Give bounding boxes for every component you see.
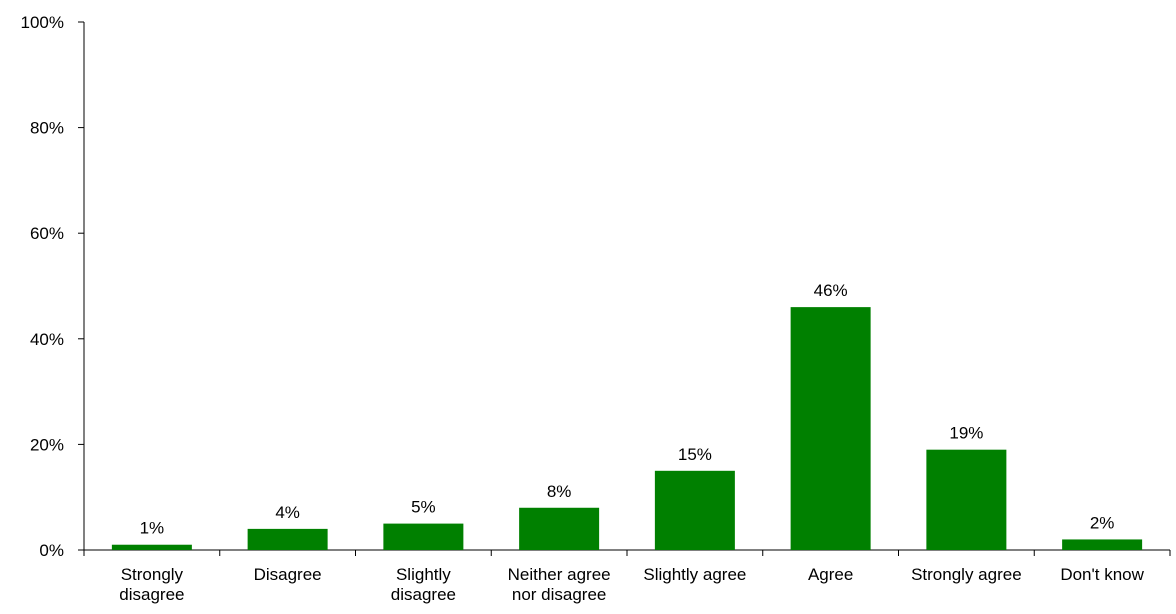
x-tick-label: Slightly agree: [643, 565, 746, 584]
data-label: 5%: [411, 498, 436, 517]
bar: [654, 470, 735, 550]
y-tick-label: 20%: [30, 435, 64, 454]
bar: [111, 544, 192, 550]
bar: [383, 523, 464, 550]
x-tick-label: Strongly disagree: [119, 565, 184, 604]
x-tick-label: Slightly disagree: [391, 565, 456, 604]
data-labels: 1% 4% 5% 8% 15% 46% 19% 2%: [140, 281, 1115, 538]
y-tick-label: 60%: [30, 224, 64, 243]
data-label: 19%: [949, 424, 983, 443]
y-axis: 0% 20% 40% 60% 80% 100%: [21, 13, 85, 560]
y-tick-label: 100%: [21, 13, 64, 32]
x-tick-label: Disagree: [254, 565, 322, 584]
data-label: 4%: [275, 503, 300, 522]
x-tick-label: Don't know: [1060, 565, 1144, 584]
data-label: 15%: [678, 445, 712, 464]
x-tick-label: Strongly agree: [911, 565, 1022, 584]
y-tick-label: 0%: [39, 541, 64, 560]
bar: [790, 307, 871, 550]
x-tick-label: Agree: [808, 565, 853, 584]
y-tick-label: 40%: [30, 330, 64, 349]
bar: [519, 507, 600, 550]
data-label: 2%: [1090, 513, 1115, 532]
data-label: 8%: [547, 482, 572, 501]
y-tick-label: 80%: [30, 119, 64, 138]
bar: [247, 528, 328, 550]
bar: [1062, 539, 1143, 550]
data-label: 1%: [140, 519, 165, 538]
data-label: 46%: [814, 281, 848, 300]
bars: [111, 307, 1143, 550]
x-axis: Strongly disagree Disagree Slightly disagree…: [83, 549, 1171, 604]
x-tick-label: Neither agree nor disagree: [508, 565, 611, 604]
bar: [926, 449, 1007, 550]
